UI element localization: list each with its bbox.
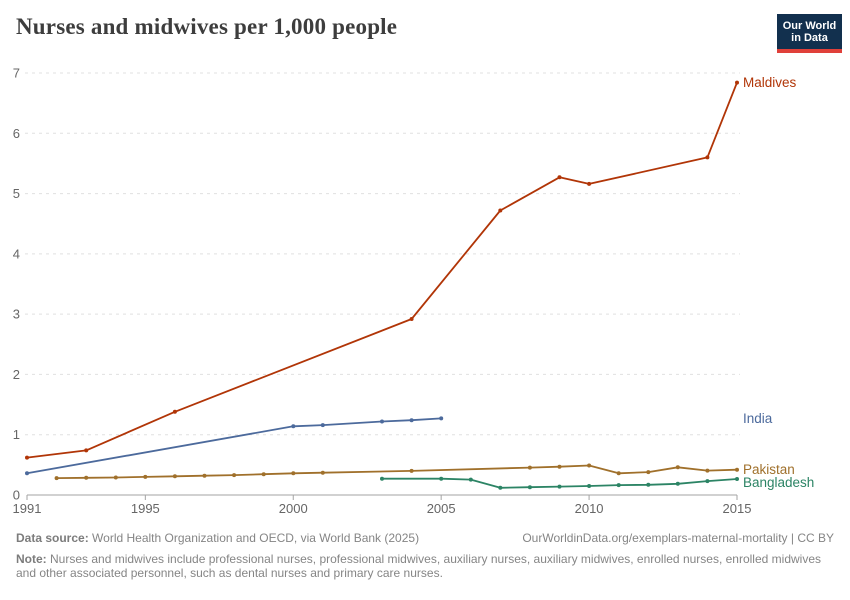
y-axis-tick-label: 4 bbox=[13, 246, 20, 261]
series-label-india: India bbox=[743, 411, 773, 426]
line-chart: 0 1 2 3 4 5 6 7 1991 1995 2000 2005 2010 2015 Maldives… bbox=[13, 66, 815, 517]
series-point-bangladesh bbox=[380, 476, 384, 481]
series-point-pakistan bbox=[54, 476, 59, 481]
series-point-bangladesh bbox=[587, 484, 592, 488]
series-point-pakistan bbox=[735, 467, 739, 472]
series-point-pakistan bbox=[202, 473, 207, 478]
owid-logo-accent-bar bbox=[777, 49, 842, 53]
series-point-india bbox=[380, 419, 384, 424]
owid-logo: Our World in Data bbox=[777, 14, 842, 53]
series-point-pakistan bbox=[646, 470, 651, 475]
x-axis-tick-label: 2000 bbox=[279, 501, 308, 516]
series-point-bangladesh bbox=[439, 476, 444, 481]
series-point-pakistan bbox=[291, 471, 296, 476]
series-point-pakistan bbox=[587, 463, 592, 468]
series-label-bangladesh: Bangladesh bbox=[743, 475, 814, 490]
series-line-pakistan bbox=[55, 464, 738, 480]
series-point-maldives bbox=[735, 80, 739, 85]
series-point-pakistan bbox=[113, 475, 118, 480]
x-axis-tick-label: 1995 bbox=[131, 501, 160, 516]
series-point-india bbox=[25, 471, 29, 476]
series-label-maldives: Maldives bbox=[743, 75, 797, 90]
series-point-pakistan bbox=[143, 474, 148, 479]
series-line-india bbox=[26, 417, 443, 475]
series-label-pakistan: Pakistan bbox=[743, 462, 795, 477]
series-point-bangladesh bbox=[498, 485, 503, 490]
series-point-bangladesh bbox=[705, 479, 710, 484]
chart-footer: Data source: World Health Organization a… bbox=[16, 531, 834, 580]
series-point-pakistan bbox=[527, 465, 532, 470]
y-axis-tick-label: 5 bbox=[13, 186, 20, 201]
series-point-pakistan bbox=[409, 468, 414, 473]
y-axis-tick-label: 6 bbox=[13, 126, 20, 141]
source-row: Data source: World Health Organization a… bbox=[16, 531, 834, 545]
series-point-bangladesh bbox=[675, 481, 680, 486]
data-source: Data source: World Health Organization a… bbox=[16, 531, 419, 545]
series-point-maldives bbox=[587, 181, 592, 186]
owid-logo-line1: Our World bbox=[782, 19, 837, 32]
series-point-india bbox=[320, 423, 325, 428]
series-point-bangladesh bbox=[527, 485, 532, 490]
y-axis-tick-label: 2 bbox=[13, 367, 20, 382]
series-point-bangladesh bbox=[557, 484, 562, 489]
series-point-india bbox=[439, 416, 444, 421]
series-point-maldives bbox=[84, 448, 89, 453]
x-axis-tick-label: 2015 bbox=[723, 501, 752, 516]
series-point-bangladesh bbox=[646, 482, 651, 487]
y-axis-tick-label: 7 bbox=[13, 66, 20, 81]
series-line-bangladesh bbox=[381, 477, 738, 489]
owid-citation-link[interactable]: OurWorldinData.org/exemplars-maternal-mo… bbox=[522, 531, 834, 545]
series-point-pakistan bbox=[705, 468, 710, 473]
x-axis-tick-label: 2010 bbox=[575, 501, 604, 516]
series-point-maldives bbox=[25, 455, 29, 460]
series-point-bangladesh bbox=[468, 477, 473, 482]
note-text: Nurses and midwives include professional… bbox=[16, 552, 821, 580]
series-point-pakistan bbox=[84, 475, 89, 480]
series-point-pakistan bbox=[675, 465, 680, 470]
y-axis-tick-label: 0 bbox=[13, 488, 20, 503]
page-title: Nurses and midwives per 1,000 people bbox=[16, 14, 398, 39]
series-point-bangladesh bbox=[735, 477, 739, 481]
owid-logo-line2: in Data bbox=[791, 31, 828, 44]
data-source-text: World Health Organization and OECD, via … bbox=[88, 531, 420, 545]
series-point-maldives bbox=[409, 317, 414, 321]
y-axis-tick-label: 1 bbox=[13, 427, 20, 442]
series-point-pakistan bbox=[261, 472, 266, 477]
data-source-label: Data source: bbox=[16, 531, 89, 545]
y-axis-tick-label: 3 bbox=[13, 307, 20, 322]
series-point-maldives bbox=[172, 409, 177, 414]
series-point-pakistan bbox=[172, 474, 177, 479]
series-point-pakistan bbox=[557, 464, 562, 469]
series-line-maldives bbox=[26, 81, 738, 459]
x-axis-tick-label: 1991 bbox=[13, 501, 42, 516]
note-row: Note: Nurses and midwives include profes… bbox=[16, 552, 834, 580]
x-axis-tick-label: 2005 bbox=[427, 501, 456, 516]
series-point-bangladesh bbox=[616, 483, 621, 488]
series-point-maldives bbox=[557, 175, 562, 180]
series-point-maldives bbox=[498, 208, 503, 213]
note-label: Note: bbox=[16, 552, 47, 566]
series-point-maldives bbox=[705, 155, 710, 160]
series-point-india bbox=[409, 418, 414, 423]
series-point-pakistan bbox=[232, 473, 237, 478]
series-point-india bbox=[291, 424, 296, 429]
series-point-pakistan bbox=[616, 471, 621, 476]
series-point-pakistan bbox=[320, 470, 325, 475]
owid-logo-text: Our World in Data bbox=[777, 14, 842, 49]
